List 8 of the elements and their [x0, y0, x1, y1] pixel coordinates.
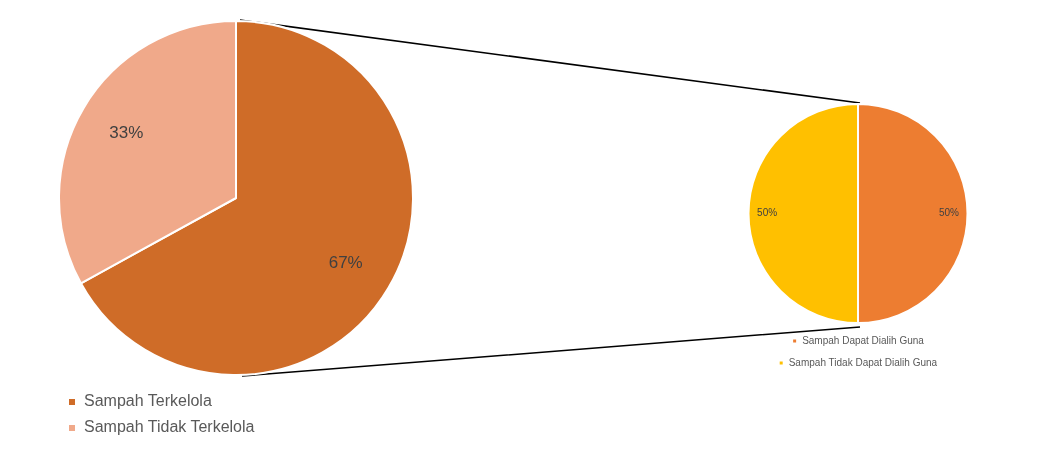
data-label: 33% [109, 122, 144, 142]
data-label: 50% [938, 207, 959, 219]
legend-label: Sampah Tidak Terkelola [84, 418, 255, 436]
data-label: 67% [328, 252, 363, 272]
legend-label: Sampah Dapat Dialih Guna [802, 334, 925, 346]
data-label: 50% [757, 207, 778, 219]
legend-label: Sampah Tidak Dapat Dialih Guna [788, 356, 938, 368]
legend-label: Sampah Terkelola [84, 392, 212, 410]
